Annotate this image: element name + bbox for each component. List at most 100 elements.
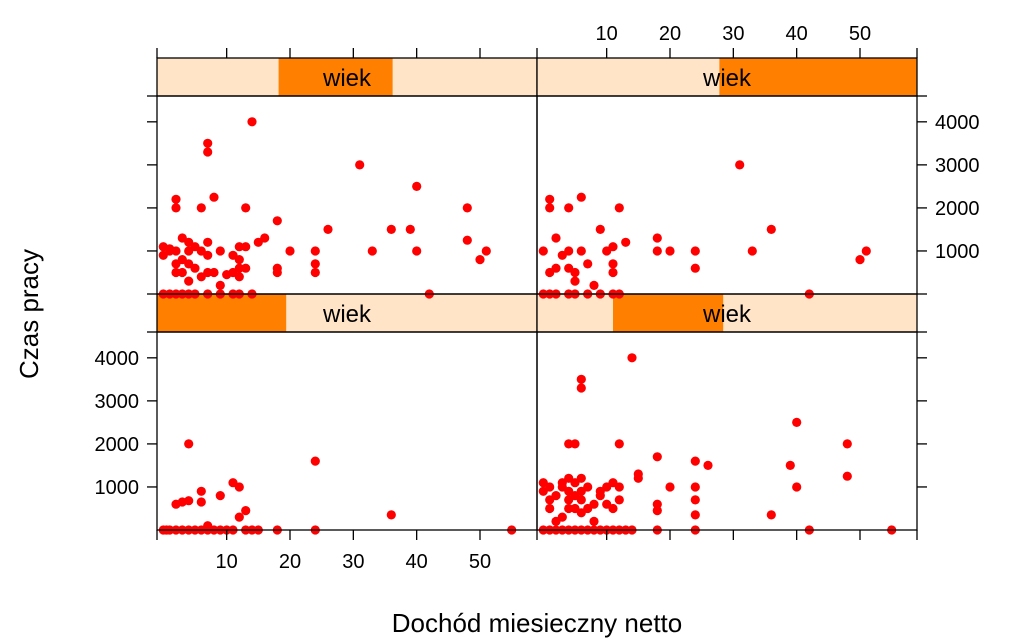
data-point <box>842 439 852 449</box>
data-point <box>272 267 282 278</box>
data-point <box>652 506 662 516</box>
data-point <box>196 497 206 507</box>
data-point <box>196 486 206 496</box>
data-point <box>203 147 213 157</box>
data-point <box>412 181 422 191</box>
data-point <box>215 491 225 501</box>
data-point <box>690 263 700 273</box>
data-point <box>861 246 871 256</box>
x-tick-label: 30 <box>722 23 744 45</box>
data-point <box>285 246 295 256</box>
data-point <box>551 233 561 243</box>
data-point <box>551 491 561 501</box>
data-point <box>589 499 599 509</box>
data-point <box>234 512 244 522</box>
data-point <box>564 246 574 256</box>
data-point <box>234 242 244 252</box>
data-point <box>171 246 181 256</box>
points-group <box>158 117 491 299</box>
data-point <box>203 237 213 247</box>
data-point <box>583 482 593 492</box>
data-point <box>203 267 213 278</box>
data-point <box>323 224 333 234</box>
data-point <box>690 246 700 256</box>
data-point <box>614 495 624 505</box>
x-tick-label: 40 <box>786 23 808 45</box>
panel-frame <box>156 331 538 531</box>
data-point <box>665 246 675 256</box>
panel-frame <box>536 95 918 295</box>
data-point <box>576 192 586 202</box>
y-tick-label: 2000 <box>95 434 140 456</box>
data-point <box>190 263 200 273</box>
data-point <box>576 495 586 505</box>
data-point <box>215 246 225 256</box>
data-point <box>462 203 472 213</box>
data-point <box>595 224 605 234</box>
points-group <box>158 439 517 535</box>
data-point <box>386 224 396 234</box>
data-point <box>665 482 675 492</box>
strip-shingle <box>613 294 724 332</box>
data-point <box>608 259 618 269</box>
data-point <box>545 194 555 204</box>
data-point <box>203 250 213 260</box>
y-tick-label: 4000 <box>95 348 140 370</box>
x-tick-label: 30 <box>342 551 364 573</box>
x-tick-label: 10 <box>216 551 238 573</box>
data-point <box>241 263 251 273</box>
axes-layer: 10 10 20 20 30 30 40 40 50 50 1000 1000 2000 2000 3000… <box>95 23 980 573</box>
data-point <box>405 224 415 234</box>
data-point <box>564 503 574 514</box>
data-point <box>633 473 643 483</box>
data-point <box>564 203 574 213</box>
data-point <box>614 203 624 213</box>
data-point <box>545 482 555 492</box>
data-point <box>203 521 213 531</box>
y-tick-label: 3000 <box>935 155 980 177</box>
data-point <box>177 267 187 278</box>
data-point <box>209 267 219 278</box>
y-tick-label: 2000 <box>935 198 980 220</box>
data-point <box>855 255 865 265</box>
data-point <box>614 439 624 449</box>
data-point <box>735 160 745 170</box>
data-point <box>576 374 586 384</box>
data-point <box>570 276 580 286</box>
data-point <box>652 499 662 509</box>
data-point <box>690 456 700 466</box>
panel-bottom-left: wiek <box>156 293 538 535</box>
data-point <box>538 246 548 256</box>
data-point <box>386 510 396 520</box>
data-point <box>570 267 580 278</box>
data-point <box>355 160 365 170</box>
data-point <box>557 478 567 488</box>
data-point <box>196 203 206 213</box>
x-tick-label: 50 <box>849 23 871 45</box>
data-point <box>545 503 555 514</box>
data-point <box>703 460 713 470</box>
panel-top-left: wiek <box>156 57 538 299</box>
strip-shingle <box>278 58 393 96</box>
data-point <box>241 506 251 516</box>
data-point <box>785 460 795 470</box>
strip-label: wiek <box>702 65 752 92</box>
data-point <box>171 194 181 204</box>
data-point <box>310 246 320 256</box>
data-point <box>576 383 586 393</box>
panel-bottom-right: wiek <box>536 293 918 535</box>
data-point <box>652 246 662 256</box>
x-tick-label: 10 <box>596 23 618 45</box>
data-point <box>367 246 377 256</box>
y-axis-title: Czas pracy <box>14 249 44 379</box>
data-point <box>481 246 491 256</box>
data-point <box>171 203 181 213</box>
data-point <box>234 272 244 282</box>
data-point <box>551 263 561 273</box>
data-point <box>652 452 662 462</box>
x-tick-label: 20 <box>659 23 681 45</box>
data-point <box>310 456 320 466</box>
data-point <box>627 353 637 363</box>
data-point <box>475 255 485 265</box>
